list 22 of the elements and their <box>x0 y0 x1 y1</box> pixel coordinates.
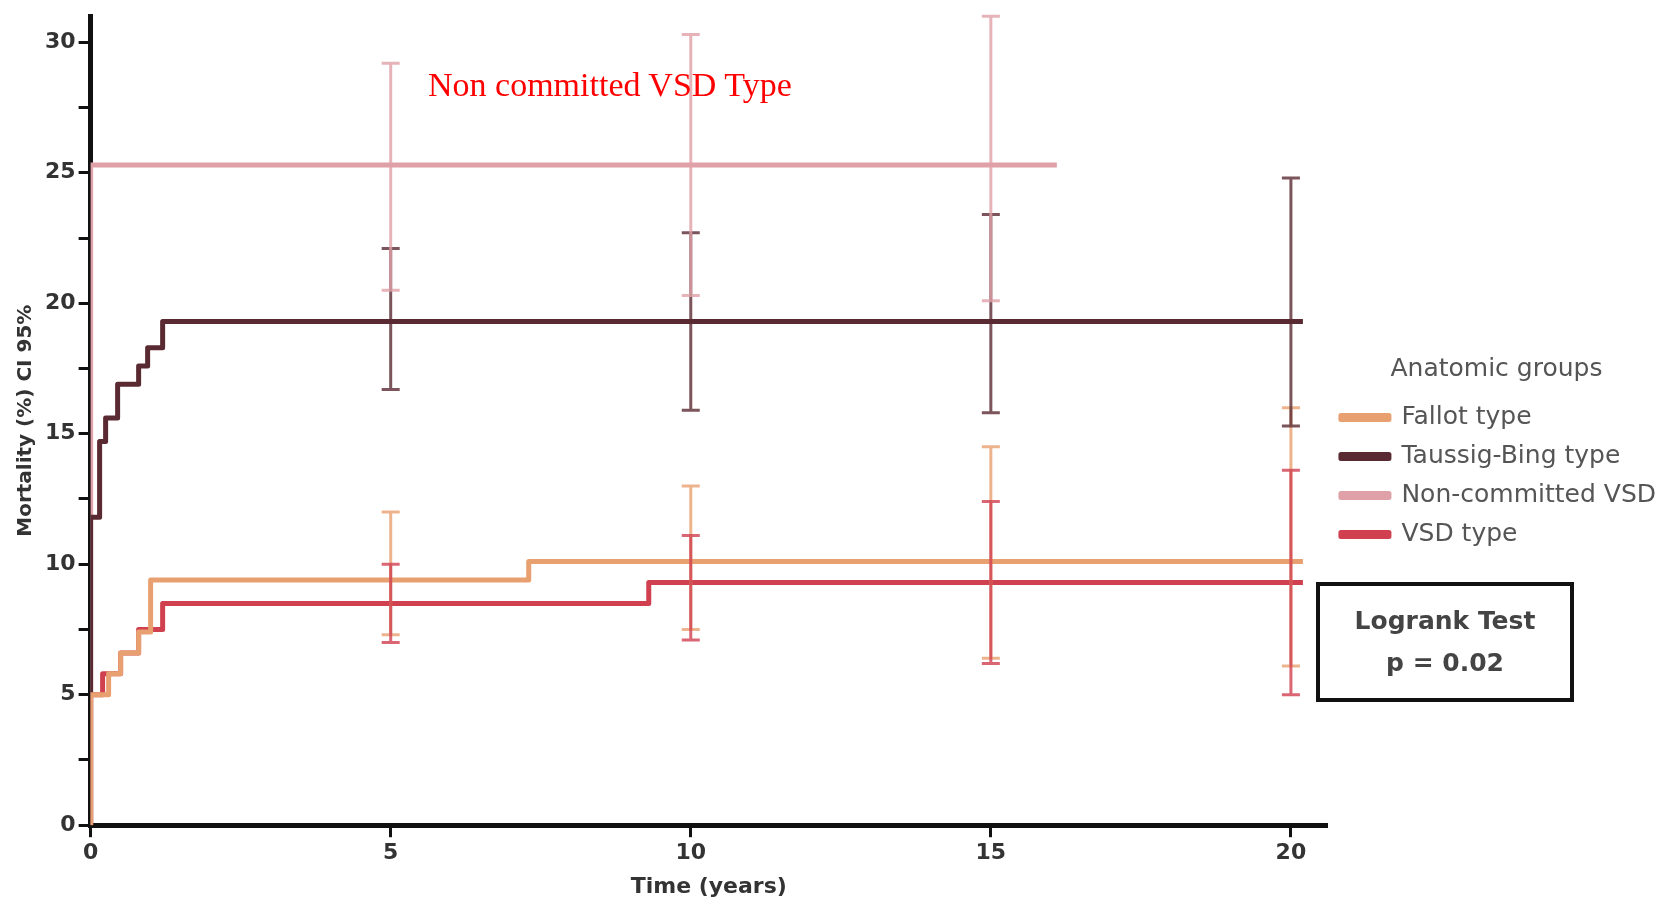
y-axis-title: Mortality (%) CI 95% <box>12 304 37 537</box>
y-tick-label: 10 <box>44 549 76 575</box>
legend-label: Non-committed VSD <box>1401 479 1656 508</box>
y-tick-label: 5 <box>60 680 76 706</box>
annotation: Non committed VSD Type <box>428 66 792 104</box>
y-tick-label: 25 <box>44 158 76 184</box>
x-tick-label: 5 <box>383 839 399 865</box>
legend-label: Taussig-Bing type <box>1400 440 1621 469</box>
legend-label: VSD type <box>1401 518 1518 547</box>
legend-title: Anatomic groups <box>1390 353 1603 382</box>
x-axis-title: Time (years) <box>630 872 787 898</box>
y-tick-label: 30 <box>44 28 76 54</box>
x-tick-label: 20 <box>1275 839 1307 865</box>
x-tick-label: 0 <box>82 839 99 865</box>
y-tick-label: 15 <box>44 419 76 445</box>
text: p = 0.02 <box>1385 647 1505 679</box>
x-tick-label: 10 <box>675 839 707 865</box>
y-tick-label: 0 <box>60 810 76 836</box>
text: Logrank Test <box>1353 605 1537 637</box>
x-tick-label: 15 <box>975 839 1007 865</box>
legend-label: Fallot type <box>1401 401 1532 430</box>
y-tick-label: 20 <box>44 288 76 314</box>
